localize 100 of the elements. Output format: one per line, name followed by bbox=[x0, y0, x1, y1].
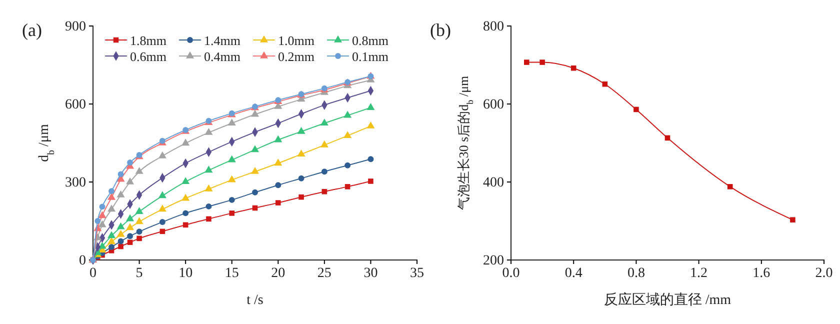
legend-label: 0.4mm bbox=[204, 49, 240, 64]
x-tick-label: 20 bbox=[271, 266, 286, 281]
point bbox=[368, 178, 374, 184]
x-tick-label: 1.6 bbox=[752, 266, 770, 281]
point bbox=[250, 166, 260, 174]
point bbox=[158, 204, 166, 212]
x-tick-label: 10 bbox=[178, 266, 193, 281]
point bbox=[108, 244, 114, 250]
x-tick-label: 1.2 bbox=[690, 266, 708, 281]
y-tick-label: 600 bbox=[483, 97, 504, 112]
point bbox=[366, 102, 375, 110]
x-tick-label: 30 bbox=[364, 266, 378, 281]
point bbox=[344, 184, 350, 190]
point bbox=[204, 184, 213, 192]
x-tick-label: 0.4 bbox=[564, 266, 582, 281]
point bbox=[116, 230, 125, 237]
point bbox=[107, 237, 116, 244]
point bbox=[274, 135, 282, 142]
point bbox=[298, 194, 304, 200]
point bbox=[252, 189, 258, 196]
point bbox=[126, 223, 134, 230]
point bbox=[298, 175, 304, 182]
point bbox=[182, 194, 190, 201]
point bbox=[228, 155, 236, 162]
point bbox=[107, 204, 116, 212]
y-tick-label: 300 bbox=[65, 175, 86, 190]
point bbox=[274, 158, 282, 166]
point bbox=[127, 240, 133, 245]
point bbox=[229, 210, 235, 216]
legend-label: 0.2mm bbox=[278, 49, 314, 64]
point bbox=[228, 175, 236, 182]
point bbox=[136, 228, 142, 235]
point bbox=[344, 131, 352, 138]
point bbox=[297, 126, 306, 134]
legend-label: 0.6mm bbox=[130, 49, 166, 64]
point bbox=[366, 121, 375, 128]
point bbox=[158, 151, 166, 158]
x-tick-label: 0 bbox=[90, 266, 96, 281]
point bbox=[126, 177, 134, 184]
point bbox=[320, 118, 328, 126]
point bbox=[136, 236, 142, 242]
legend-label: 0.8mm bbox=[352, 33, 388, 48]
point bbox=[98, 220, 106, 228]
point bbox=[116, 222, 125, 230]
point bbox=[322, 188, 328, 194]
point bbox=[790, 217, 796, 222]
point bbox=[540, 60, 545, 65]
x-tick-label: 2.0 bbox=[815, 266, 833, 281]
point bbox=[206, 203, 212, 210]
point bbox=[320, 140, 328, 148]
point bbox=[107, 231, 116, 238]
point bbox=[297, 150, 306, 156]
point bbox=[135, 166, 144, 174]
y-tick-label: 800 bbox=[483, 19, 504, 34]
point bbox=[727, 184, 733, 190]
point bbox=[135, 217, 144, 224]
point bbox=[570, 65, 576, 71]
point bbox=[602, 81, 608, 87]
point bbox=[228, 118, 236, 126]
point bbox=[94, 218, 101, 224]
point bbox=[344, 162, 351, 168]
point bbox=[118, 238, 124, 244]
point bbox=[321, 168, 328, 175]
x-tick-label: 5 bbox=[136, 266, 143, 281]
y-tick-label: 0 bbox=[79, 253, 86, 268]
point bbox=[159, 219, 166, 226]
x-tick-label: 35 bbox=[410, 266, 424, 281]
point bbox=[99, 204, 106, 210]
point bbox=[182, 210, 189, 216]
point bbox=[368, 156, 374, 162]
point bbox=[275, 200, 281, 206]
y-tick-label: 400 bbox=[483, 175, 504, 190]
point bbox=[250, 145, 260, 152]
point bbox=[344, 110, 352, 118]
point bbox=[228, 196, 235, 203]
chart-title: (a) bbox=[22, 20, 42, 40]
point bbox=[116, 190, 125, 198]
point bbox=[206, 216, 212, 222]
point bbox=[634, 106, 639, 112]
point bbox=[127, 160, 134, 166]
point bbox=[135, 206, 144, 214]
y-tick-label: 200 bbox=[483, 253, 504, 268]
x-tick-label: 0.8 bbox=[627, 266, 645, 281]
x-axis-title: t /s bbox=[246, 293, 264, 308]
y-tick-label: 600 bbox=[65, 97, 86, 112]
point bbox=[204, 128, 213, 135]
legend-label: 1.0mm bbox=[278, 33, 314, 48]
x-axis-title: 反应区域的直径 /mm bbox=[604, 292, 732, 308]
point bbox=[524, 60, 530, 65]
point bbox=[127, 233, 134, 240]
x-tick-label: 15 bbox=[224, 266, 239, 281]
point bbox=[182, 177, 190, 184]
legend-label: 1.8mm bbox=[130, 33, 166, 48]
point bbox=[108, 188, 114, 194]
point bbox=[118, 244, 124, 250]
point bbox=[98, 211, 106, 218]
legend-label: 0.1mm bbox=[352, 49, 388, 64]
point bbox=[204, 166, 213, 173]
x-tick-label: 25 bbox=[317, 266, 332, 281]
chart-title: (b) bbox=[430, 20, 451, 40]
